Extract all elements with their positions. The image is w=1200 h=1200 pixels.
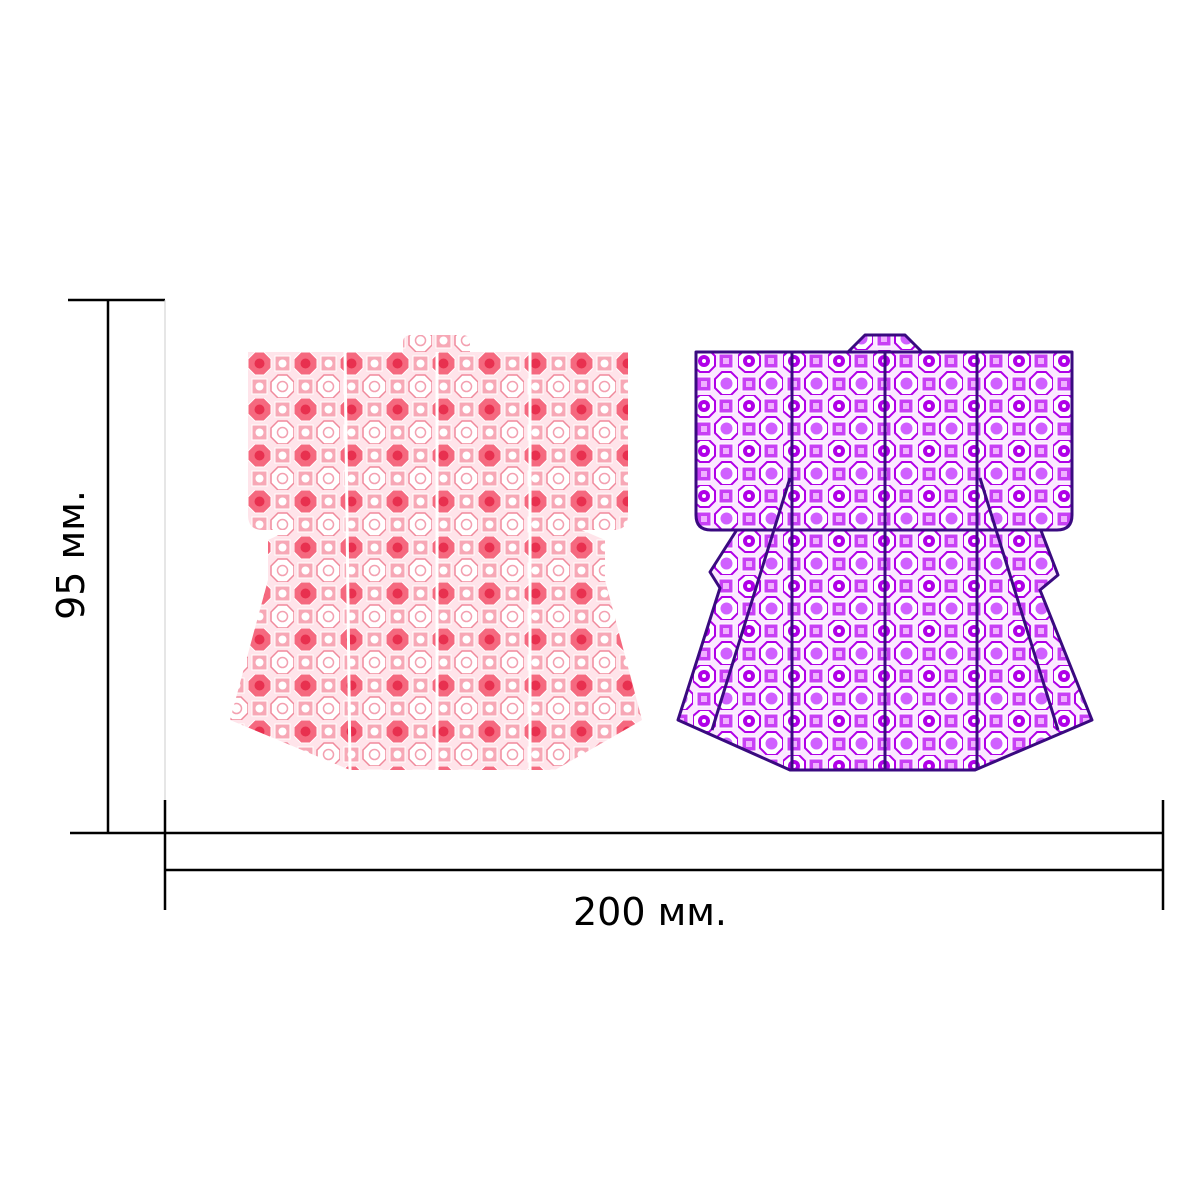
height-label: 95 мм. [49,490,93,620]
width-dimension [163,800,1165,910]
pink-kimono-seams [343,351,532,771]
pink-kimono [230,335,642,771]
purple-kimono-seams [710,352,1060,770]
pink-kimono-collar [403,335,470,352]
height-dimension [68,298,166,835]
width-label: 200 мм. [573,890,727,934]
purple-kimono-collar [846,333,924,354]
purple-kimono [676,333,1094,772]
